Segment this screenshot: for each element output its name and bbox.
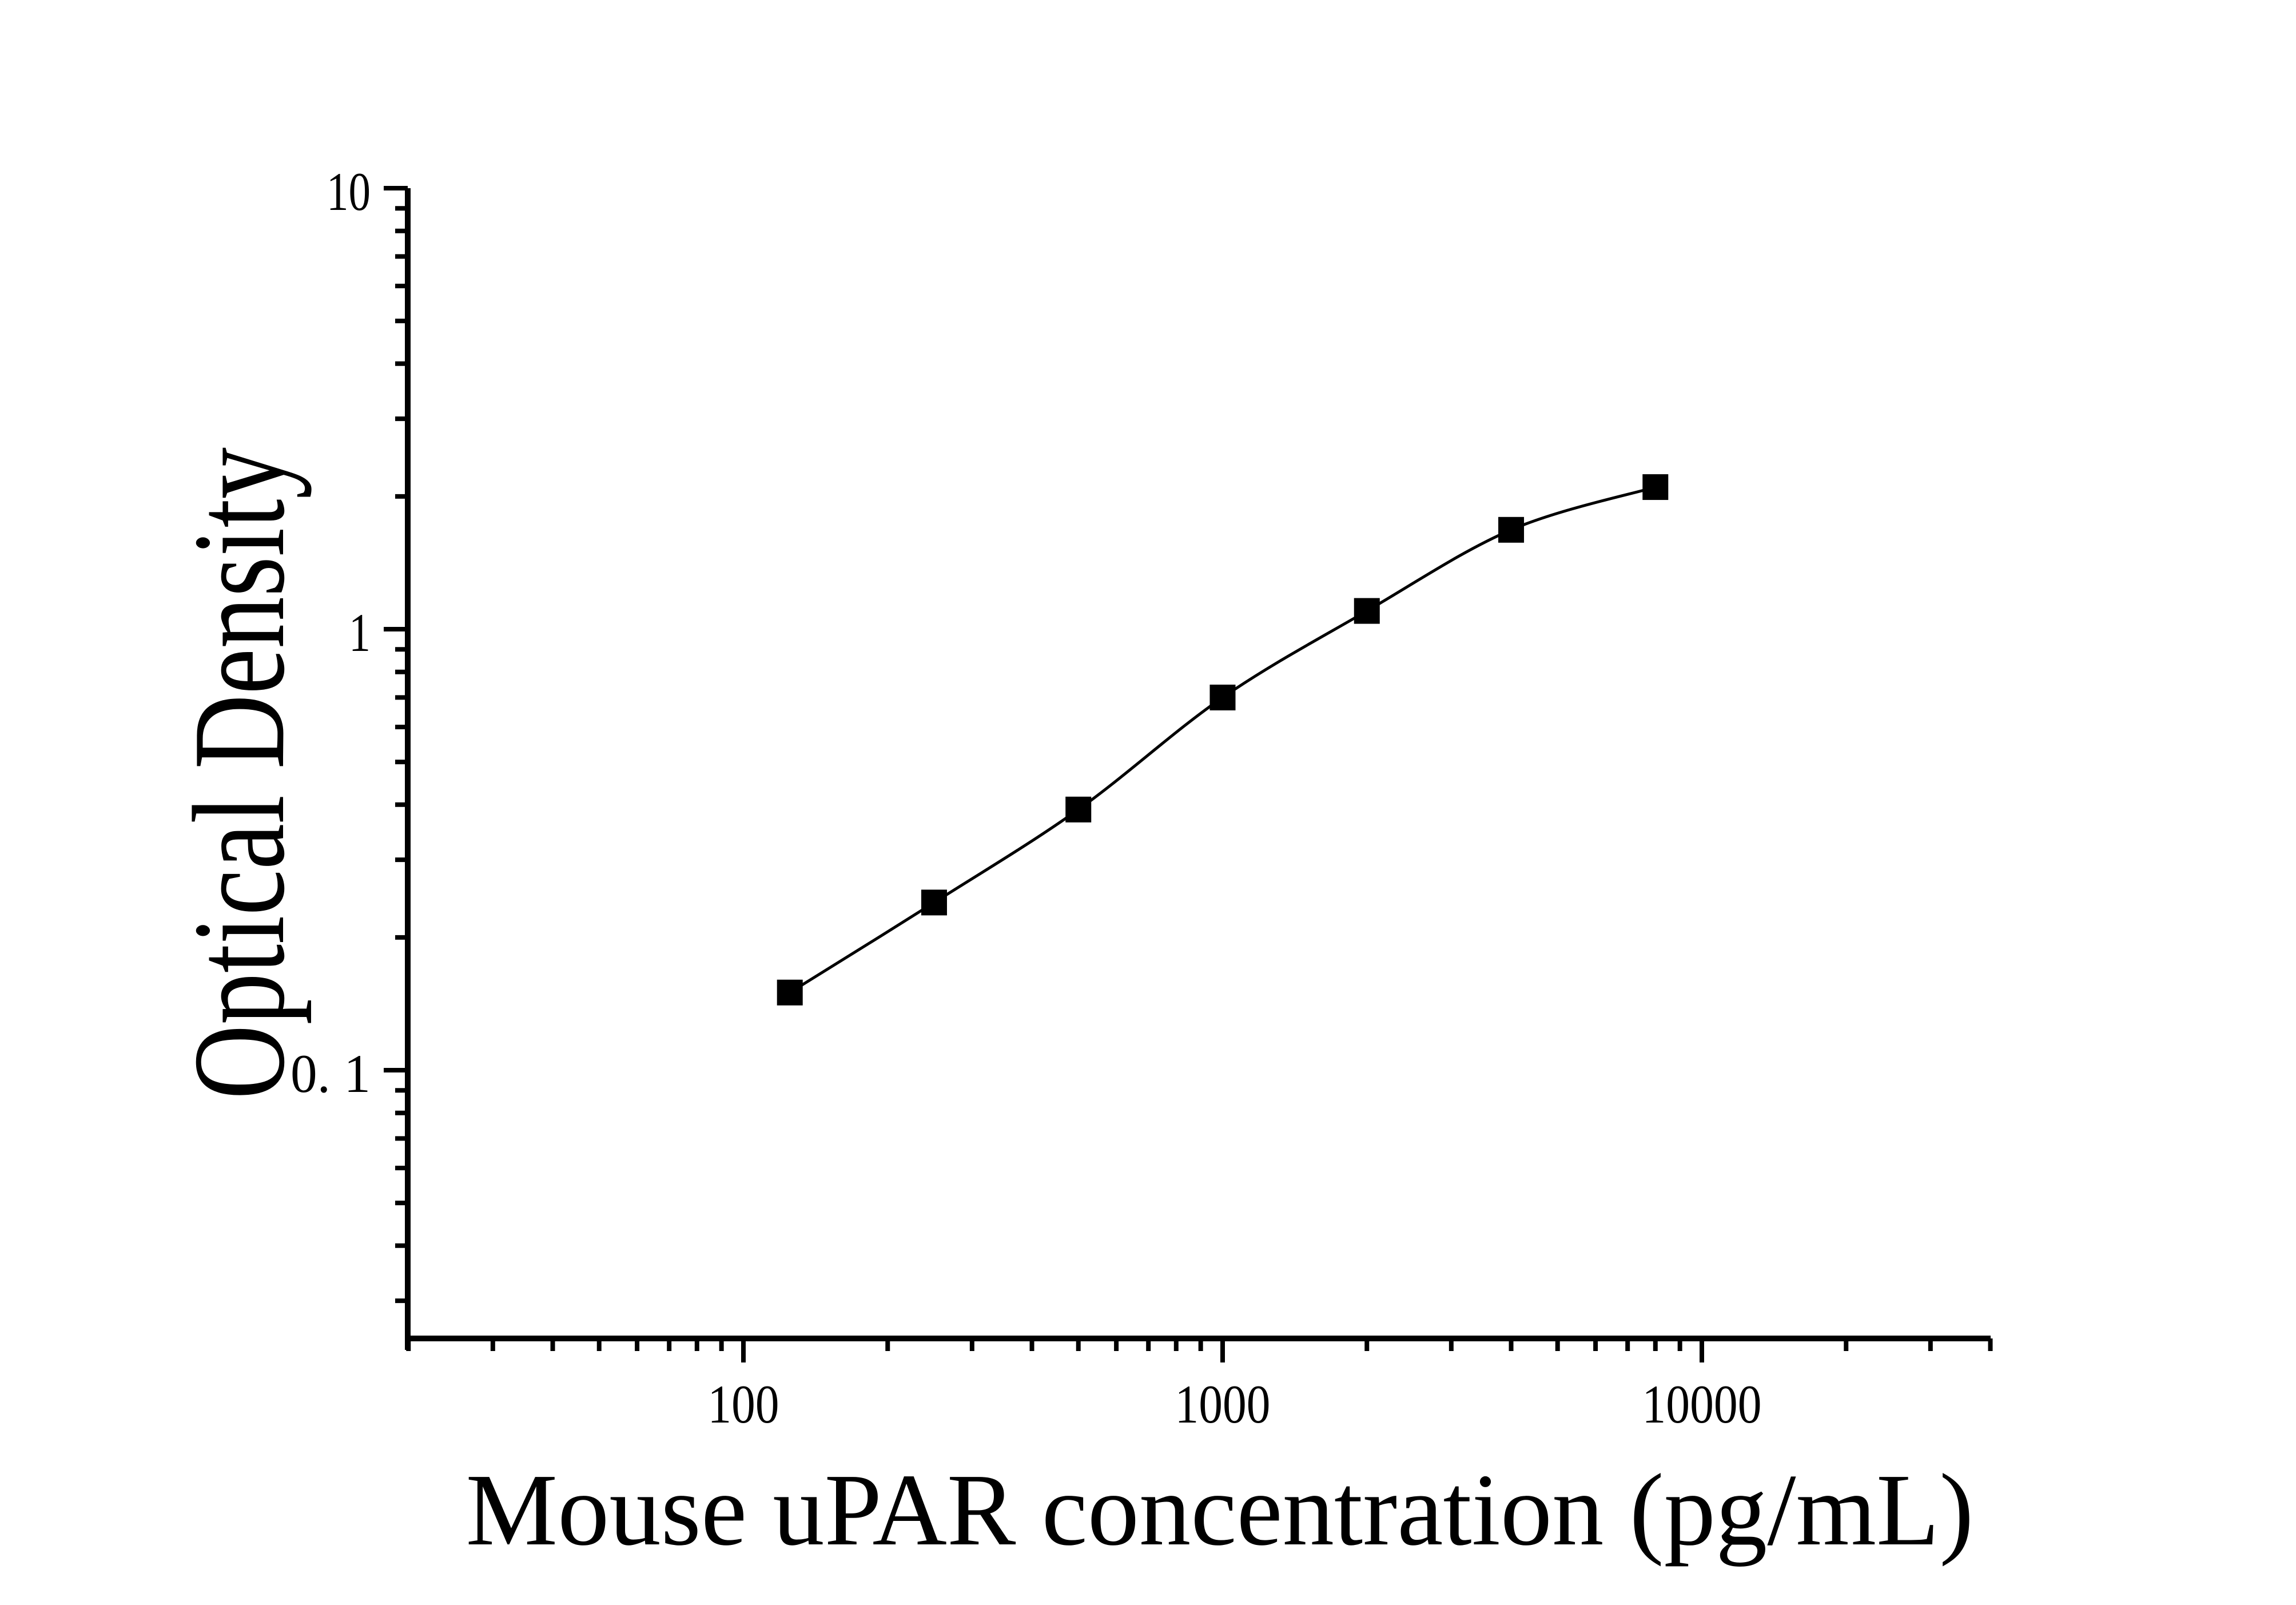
data-point (777, 979, 803, 1006)
data-point (921, 889, 947, 916)
y-axis-tick-labels: 10 1 0. 1 (291, 161, 371, 1104)
x-axis-title: Mouse uPAR concentration (pg/mL) (466, 1453, 1974, 1567)
data-point (1642, 474, 1669, 500)
x-axis-ticks (406, 1338, 1993, 1362)
data-point (1354, 598, 1380, 624)
standard-curve-line (789, 486, 1656, 994)
data-point (1498, 517, 1525, 543)
x-tick-label: 10000 (1642, 1374, 1762, 1435)
y-axis-ticks (384, 186, 408, 1304)
y-tick-label: 10 (327, 161, 371, 222)
axes (405, 188, 1991, 1350)
data-point (1209, 684, 1236, 710)
data-point (1065, 796, 1092, 823)
data-point-markers (777, 474, 1669, 1006)
y-tick-label: 0. 1 (291, 1043, 371, 1104)
x-axis-tick-labels: 100 1000 10000 (708, 1374, 1762, 1435)
x-tick-label: 100 (708, 1374, 779, 1435)
x-tick-label: 1000 (1175, 1374, 1271, 1435)
y-tick-label: 1 (349, 602, 371, 663)
y-axis-title: Optical Density (166, 447, 312, 1099)
